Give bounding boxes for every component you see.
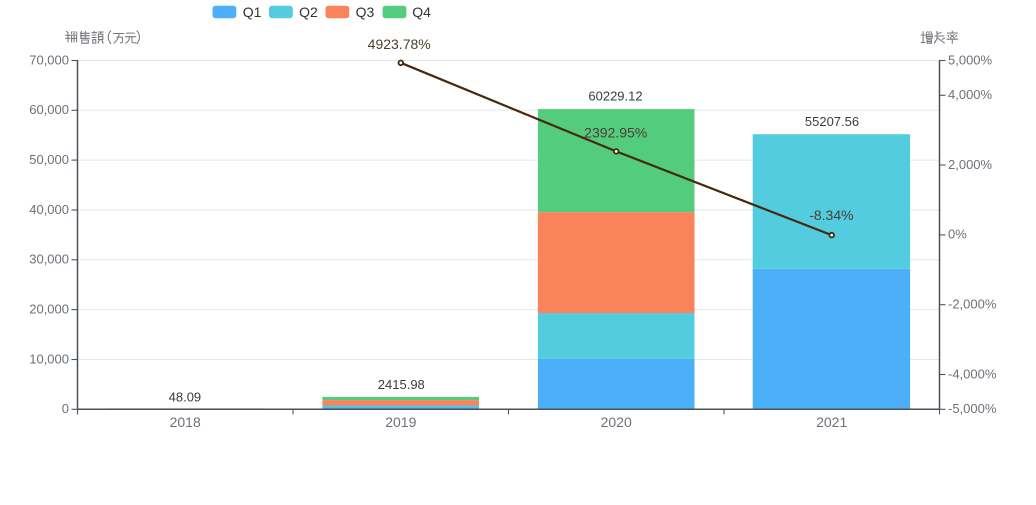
svg-text:2415.98: 2415.98 — [378, 377, 425, 392]
svg-text:-4,000%: -4,000% — [948, 366, 997, 381]
svg-text:0%: 0% — [948, 227, 967, 242]
svg-text:4,000%: 4,000% — [948, 87, 993, 102]
svg-text:40,000: 40,000 — [29, 202, 69, 217]
svg-text:2,000%: 2,000% — [948, 157, 993, 172]
svg-text:20,000: 20,000 — [29, 301, 69, 316]
svg-text:2018: 2018 — [170, 414, 201, 430]
svg-text:70,000: 70,000 — [29, 52, 69, 67]
svg-text:Q3: Q3 — [356, 4, 375, 20]
svg-text:2020: 2020 — [601, 414, 632, 430]
svg-text:-2,000%: -2,000% — [948, 297, 997, 312]
svg-text:2019: 2019 — [385, 414, 416, 430]
svg-text:60,000: 60,000 — [29, 102, 69, 117]
svg-text:50,000: 50,000 — [29, 152, 69, 167]
svg-text:2392.95%: 2392.95% — [584, 125, 647, 141]
svg-text:2021: 2021 — [816, 414, 847, 430]
svg-text:0: 0 — [62, 401, 69, 416]
svg-text:Q2: Q2 — [299, 4, 318, 20]
svg-text:30,000: 30,000 — [29, 252, 69, 267]
svg-text:55207.56: 55207.56 — [805, 114, 859, 129]
svg-text:Q1: Q1 — [243, 4, 262, 20]
svg-text:-8.34%: -8.34% — [809, 207, 853, 223]
svg-text:4923.78%: 4923.78% — [368, 36, 431, 52]
svg-text:48.09: 48.09 — [169, 389, 202, 404]
svg-text:Q4: Q4 — [412, 4, 431, 20]
svg-text:5,000%: 5,000% — [948, 52, 993, 67]
svg-text:10,000: 10,000 — [29, 351, 69, 366]
svg-text:-5,000%: -5,000% — [948, 401, 997, 416]
svg-text:60229.12: 60229.12 — [588, 88, 642, 103]
